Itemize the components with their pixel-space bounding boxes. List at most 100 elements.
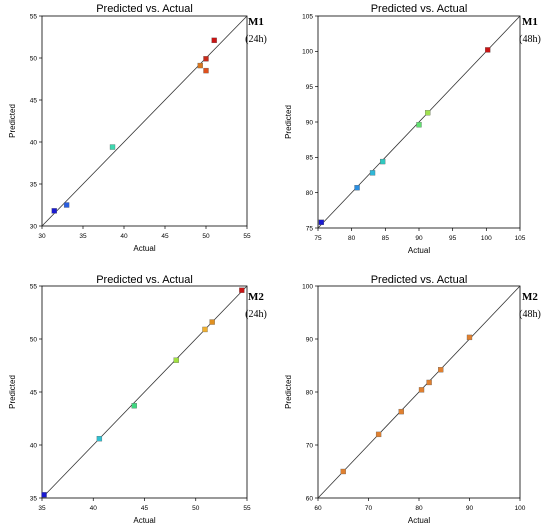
model-time-tag: (24h) [245, 309, 267, 320]
y-axis-label: Predicted [8, 104, 17, 138]
data-point [354, 185, 360, 191]
data-point [340, 468, 346, 475]
chart-title: Predicted vs. Actual [96, 274, 193, 286]
data-point [202, 326, 208, 333]
y-tick-label: 70 [306, 442, 314, 449]
identity-line [41, 285, 248, 499]
y-tick-label: 55 [30, 13, 38, 20]
model-tag: M2 [248, 291, 264, 303]
model-time-tag: (48h) [519, 34, 541, 45]
x-axis-label: Actual [408, 516, 430, 525]
model-time-tag: (48h) [519, 309, 541, 320]
data-point [173, 357, 179, 363]
data-point [379, 158, 386, 165]
chart-panel-1: Predicted vs. Actual M1 (24h) 30 35 40 45 50 55 3… [8, 3, 267, 253]
model-tag: M1 [248, 16, 264, 28]
y-tick-label: 60 [306, 495, 314, 502]
y-tick-label: 95 [306, 84, 314, 91]
x-tick-label: 100 [515, 505, 526, 512]
model-tag: M1 [522, 16, 538, 28]
data-point [41, 492, 47, 498]
data-point [485, 47, 491, 53]
y-tick-label: 90 [306, 336, 314, 343]
data-point [197, 62, 203, 69]
data-point [438, 367, 444, 373]
x-axis-label: Actual [408, 246, 430, 255]
y-tick-label: 30 [30, 223, 38, 230]
data-point [203, 67, 209, 74]
data-point [96, 435, 103, 442]
y-tick-label: 55 [30, 283, 38, 290]
data-point [375, 431, 382, 438]
data-point [203, 56, 209, 62]
plot-frame [41, 15, 248, 227]
identity-line [41, 15, 248, 227]
chart-panel-2: Predicted vs. Actual M1 (48h) 75 80 85 90 95 100… [284, 3, 541, 255]
y-tick-label: 80 [306, 190, 314, 197]
x-axis-label: Actual [133, 516, 155, 525]
y-tick-label: 75 [306, 225, 314, 232]
chart-panel-4: Predicted vs. Actual M2 (48h) 60 70 80 90 100 60… [284, 274, 541, 525]
y-tick-label: 105 [302, 13, 313, 20]
data-point [63, 202, 70, 208]
data-point [131, 403, 137, 409]
y-tick-label: 80 [306, 389, 314, 396]
y-tick-label: 90 [306, 119, 314, 126]
y-tick-label: 100 [302, 49, 313, 56]
x-axis-label: Actual [133, 244, 155, 253]
data-point [466, 334, 473, 341]
x-tick-label: 70 [365, 505, 373, 512]
model-tag: M2 [522, 291, 538, 303]
x-tick-label: 55 [243, 505, 251, 512]
y-tick-label: 50 [30, 55, 38, 62]
chart-title: Predicted vs. Actual [371, 274, 468, 286]
y-tick-label: 35 [30, 181, 38, 188]
x-tick-label: 80 [348, 235, 356, 242]
data-point [209, 319, 215, 325]
y-tick-label: 40 [30, 442, 38, 449]
x-tick-label: 90 [415, 235, 423, 242]
data-point [418, 387, 425, 393]
y-tick-label: 40 [30, 139, 38, 146]
y-axis-label: Predicted [8, 375, 17, 409]
y-tick-label: 45 [30, 97, 38, 104]
data-point [109, 144, 116, 150]
y-tick-label: 45 [30, 389, 38, 396]
data-point [425, 110, 431, 116]
x-tick-label: 40 [90, 505, 98, 512]
y-tick-label: 85 [306, 155, 314, 162]
x-tick-label: 95 [449, 235, 457, 242]
x-tick-label: 90 [466, 505, 474, 512]
x-tick-label: 85 [382, 235, 390, 242]
x-tick-label: 35 [79, 233, 87, 240]
y-tick-label: 50 [30, 336, 38, 343]
x-tick-label: 50 [192, 505, 200, 512]
data-point [369, 170, 376, 176]
x-tick-label: 105 [515, 235, 526, 242]
data-point [398, 408, 404, 415]
data-point [51, 208, 57, 214]
x-tick-label: 45 [161, 233, 169, 240]
chart-title: Predicted vs. Actual [96, 3, 193, 15]
x-tick-label: 50 [202, 233, 210, 240]
x-tick-label: 30 [38, 233, 46, 240]
data-point [426, 379, 432, 386]
y-tick-label: 100 [302, 283, 313, 290]
data-point [416, 122, 422, 128]
x-tick-label: 100 [481, 235, 492, 242]
x-tick-label: 55 [243, 233, 251, 240]
data-point [211, 37, 217, 44]
y-axis-label: Predicted [284, 375, 293, 409]
x-tick-label: 35 [38, 505, 46, 512]
y-tick-label: 35 [30, 495, 38, 502]
chart-title: Predicted vs. Actual [371, 3, 468, 15]
y-axis-label: Predicted [284, 105, 293, 139]
model-time-tag: (24h) [245, 34, 267, 45]
x-tick-label: 60 [314, 505, 322, 512]
x-tick-label: 45 [141, 505, 149, 512]
data-point [318, 219, 325, 225]
x-tick-label: 40 [120, 233, 128, 240]
x-tick-label: 75 [314, 235, 322, 242]
data-point [239, 287, 245, 293]
